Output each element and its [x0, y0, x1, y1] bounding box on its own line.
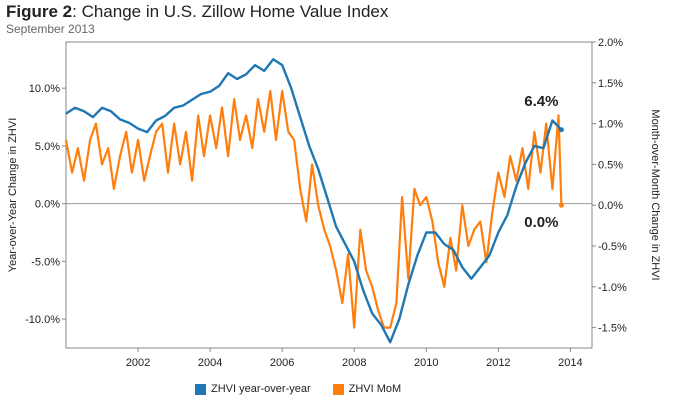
y-right-tick-label: -1.0%: [598, 282, 627, 294]
y-right-axis-title: Month-over-Month Change in ZHVI: [649, 109, 661, 280]
y-left-axis-title: Year-over-Year Change in ZHVI: [7, 118, 19, 273]
y-right-tick-label: -0.5%: [598, 241, 627, 253]
legend-swatch-mom: [332, 383, 344, 395]
y-right-tick-label: 1.5%: [598, 78, 623, 90]
title-text: : Change in U.S. Zillow Home Value Index: [72, 2, 389, 21]
annotation-mom-latest: 0.0%: [524, 214, 558, 231]
y-left-tick-label: 10.0%: [29, 83, 60, 95]
y-left-tick-label: 5.0%: [35, 141, 60, 153]
x-tick-label: 2010: [414, 357, 438, 369]
x-tick-label: 2006: [270, 357, 294, 369]
y-right-tick-label: 1.0%: [598, 119, 623, 131]
y-right-tick-label: -1.5%: [598, 323, 627, 335]
mom-end-point: [558, 202, 564, 208]
y-right-tick-label: 0.0%: [598, 200, 623, 212]
chart-subtitle: September 2013: [6, 22, 95, 36]
figure-label: Figure 2: [6, 2, 73, 21]
x-tick-label: 2004: [198, 357, 222, 369]
legend-label-yoy: ZHVI year-over-year: [211, 383, 311, 395]
legend-label-mom: ZHVI MoM: [348, 383, 402, 395]
y-right-tick-label: 2.0%: [598, 37, 623, 49]
y-right-tick-label: 0.5%: [598, 159, 623, 171]
yoy-end-point: [558, 127, 564, 133]
legend-swatch-yoy: [195, 383, 206, 395]
y-left-tick-label: -10.0%: [25, 314, 60, 326]
chart-title: Figure 2: Change in U.S. Zillow Home Val…: [6, 2, 388, 22]
annotation-yoy-latest: 6.4%: [524, 93, 558, 110]
chart-legend: ZHVI year-over-year ZHVI MoM: [195, 383, 401, 395]
y-left-tick-label: -5.0%: [31, 256, 60, 268]
x-tick-label: 2008: [342, 357, 366, 369]
x-tick-label: 2012: [486, 357, 510, 369]
x-tick-label: 2014: [558, 357, 582, 369]
x-tick-label: 2002: [126, 357, 150, 369]
line-chart: 10.0% 5.0% 0.0% -5.0% -10.0% 2.0% 1.5% 1.0% 0.5%…: [7, 37, 661, 369]
legend-item-mom: ZHVI MoM: [332, 383, 402, 395]
legend-item-yoy: ZHVI year-over-year: [195, 383, 311, 395]
y-left-tick-label: 0.0%: [35, 199, 60, 211]
series-line-mom: [64, 89, 563, 329]
plot-area: [65, 41, 593, 349]
series-line-yoy: [65, 58, 563, 344]
